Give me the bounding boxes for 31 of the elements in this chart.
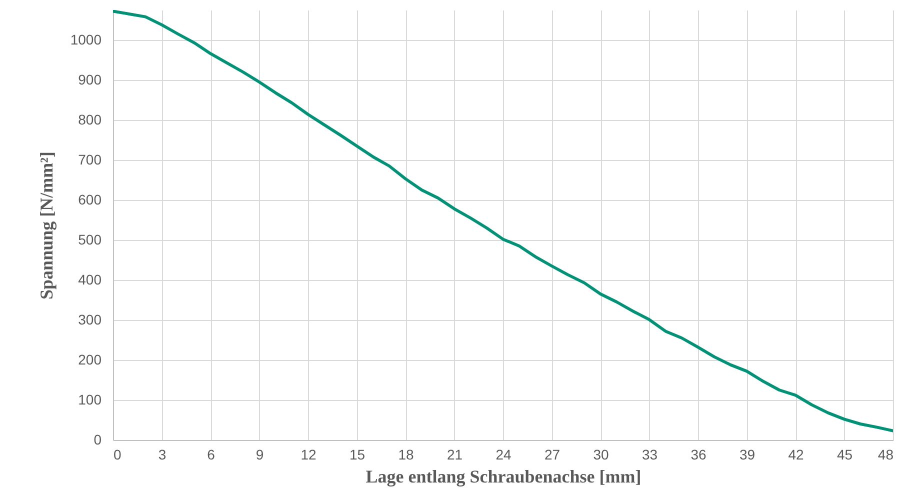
y-tick-label: 700	[78, 152, 102, 168]
y-tick-label: 200	[78, 352, 102, 368]
x-tick-label: 12	[300, 446, 316, 462]
x-tick-label: 21	[446, 446, 463, 462]
x-tick-label: 24	[496, 446, 512, 462]
y-tick-label: 100	[78, 392, 102, 408]
x-tick-label: 15	[349, 446, 366, 462]
x-tick-label: 18	[398, 446, 414, 462]
x-tick-label: 33	[642, 446, 658, 462]
x-tick-label: 27	[544, 446, 560, 462]
x-tick-label: 39	[739, 446, 756, 462]
x-tick-label: 36	[690, 446, 706, 462]
x-tick-label: 3	[158, 446, 166, 462]
x-tick-label: 30	[593, 446, 609, 462]
y-tick-label: 600	[78, 192, 102, 208]
y-tick-label: 300	[78, 312, 102, 328]
y-tick-label: 900	[78, 72, 102, 88]
x-tick-label: 0	[114, 446, 122, 462]
line-series	[113, 10, 893, 432]
x-axis-title: Lage entlang Schraubenachse [mm]	[366, 466, 642, 486]
y-tick-label: 500	[78, 232, 102, 248]
x-tick-label: 45	[836, 446, 853, 462]
x-tick-label: 6	[207, 446, 216, 462]
y-tick-label: 800	[78, 112, 102, 128]
y-tick-label: 1000	[70, 32, 102, 48]
x-tick-label: 48	[878, 446, 894, 462]
y-axis-title: Spannung [N/mm²]	[36, 152, 56, 300]
y-tick-label: 400	[78, 272, 102, 288]
x-tick-label: 42	[788, 446, 804, 462]
y-tick-label: 0	[94, 432, 102, 448]
x-tick-label: 9	[256, 446, 264, 462]
